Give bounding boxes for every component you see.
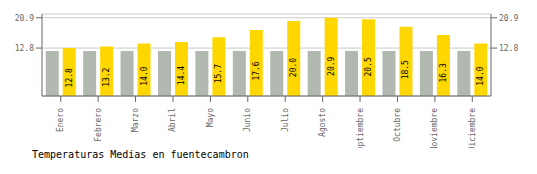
svg-text:16.3: 16.3 <box>439 63 448 82</box>
svg-text:18.5: 18.5 <box>401 60 410 79</box>
svg-text:Diciembre: Diciembre <box>468 108 477 148</box>
svg-text:Abril: Abril <box>168 108 177 132</box>
svg-text:Julio: Julio <box>281 108 290 132</box>
svg-text:12.8: 12.8 <box>499 44 518 53</box>
svg-text:Marzo: Marzo <box>131 108 140 132</box>
svg-text:Enero: Enero <box>56 108 65 132</box>
svg-text:14.0: 14.0 <box>476 66 485 85</box>
html-text:Temperaturas Medias en fuentec: Temperaturas Medias en fuentecambron <box>32 149 249 160</box>
svg-text:20.9: 20.9 <box>499 14 518 23</box>
svg-text:Octubre: Octubre <box>393 108 402 142</box>
svg-text:Agosto: Agosto <box>318 108 327 137</box>
svg-text:20.5: 20.5 <box>364 57 373 76</box>
svg-text:Mayo: Mayo <box>206 108 215 127</box>
svg-text:17.6: 17.6 <box>252 61 261 80</box>
svg-text:20.9: 20.9 <box>327 56 336 75</box>
svg-text:Noviembre: Noviembre <box>430 108 439 148</box>
svg-text:20.9: 20.9 <box>15 14 34 23</box>
svg-text:15.7: 15.7 <box>214 64 223 83</box>
svg-text:20.0: 20.0 <box>289 58 298 77</box>
svg-text:Febrero: Febrero <box>94 108 103 142</box>
svg-text:12.8: 12.8 <box>15 44 34 53</box>
svg-text:14.0: 14.0 <box>140 66 149 85</box>
svg-text:Septiembre: Septiembre <box>356 108 365 148</box>
svg-text:Junio: Junio <box>243 108 252 132</box>
svg-text:12.8: 12.8 <box>65 68 74 87</box>
svg-text:13.2: 13.2 <box>102 67 111 86</box>
svg-text:14.4: 14.4 <box>177 66 186 85</box>
